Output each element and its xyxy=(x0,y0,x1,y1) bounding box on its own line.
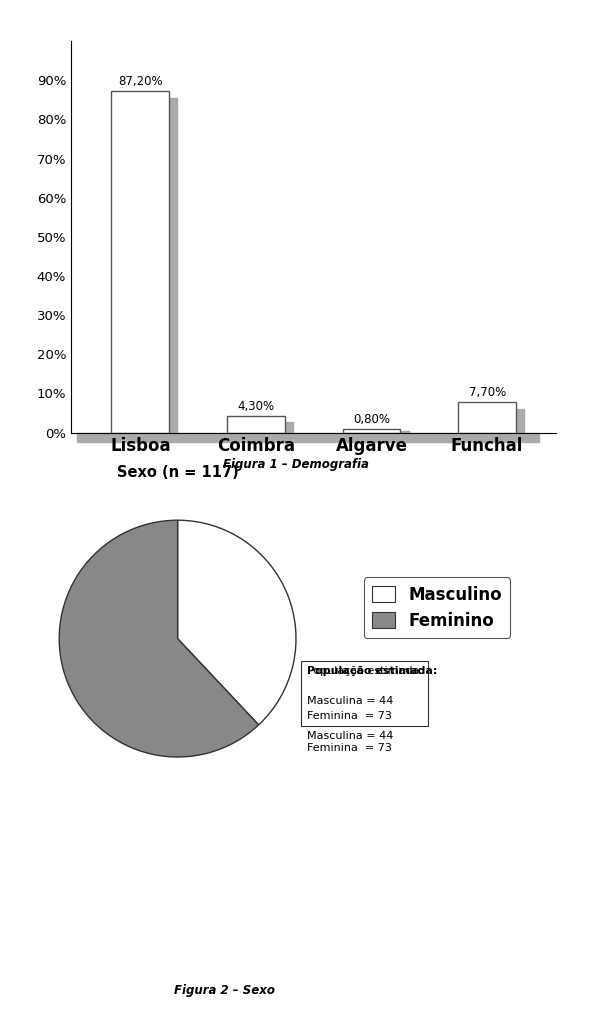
Text: 4,30%: 4,30% xyxy=(237,400,275,413)
Text: 7,70%: 7,70% xyxy=(468,386,506,400)
Bar xyxy=(458,403,516,433)
Legend: Masculino, Feminino: Masculino, Feminino xyxy=(363,577,510,639)
Text: Masculina = 44
Feminina  = 73: Masculina = 44 Feminina = 73 xyxy=(307,731,393,753)
Bar xyxy=(466,409,524,436)
Text: 87,20%: 87,20% xyxy=(118,75,163,89)
Bar xyxy=(111,92,169,433)
Bar xyxy=(350,431,408,433)
Bar xyxy=(343,430,400,433)
Bar xyxy=(235,422,293,436)
Text: População estimada:

Masculina = 44
Feminina  = 73: População estimada: Masculina = 44 Femin… xyxy=(307,666,423,721)
Wedge shape xyxy=(178,520,296,725)
Title: Sexo (n = 117): Sexo (n = 117) xyxy=(117,465,239,480)
Text: Figura 1 – Demografia: Figura 1 – Demografia xyxy=(223,458,369,472)
Text: 38%: 38% xyxy=(349,703,389,722)
Bar xyxy=(77,433,539,443)
Bar xyxy=(120,98,178,436)
Text: 0,80%: 0,80% xyxy=(353,413,390,426)
Bar xyxy=(227,416,285,433)
Text: População estimada:: População estimada: xyxy=(307,666,437,677)
Wedge shape xyxy=(59,520,259,757)
Text: Figura 2 – Sexo: Figura 2 – Sexo xyxy=(175,984,275,997)
